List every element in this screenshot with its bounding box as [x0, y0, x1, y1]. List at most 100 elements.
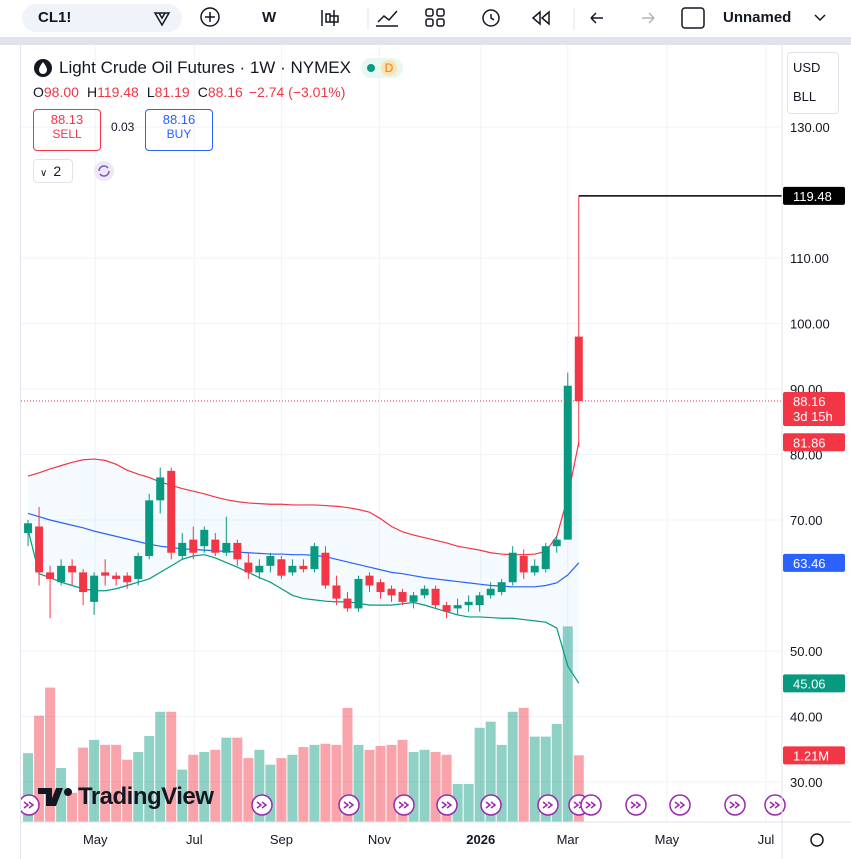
event-icon[interactable] — [480, 794, 502, 816]
candle-body — [563, 385, 572, 540]
chart: 130.00110.00100.0090.0080.0070.0050.0040… — [21, 45, 851, 859]
indicators-count: 2 — [53, 163, 62, 179]
undo-icon[interactable] — [590, 12, 603, 24]
candles-icon[interactable] — [321, 10, 339, 26]
event-icon[interactable] — [625, 794, 647, 816]
flag-icon[interactable] — [153, 12, 171, 27]
candle-body — [156, 477, 165, 501]
candle-body — [464, 601, 473, 606]
volume-bar — [111, 744, 122, 822]
status: D — [360, 58, 403, 78]
ohlc-value: 119.48 — [97, 84, 139, 100]
layout-icon[interactable] — [681, 7, 705, 29]
event-icon[interactable] — [251, 794, 273, 816]
volume-bar — [551, 723, 562, 822]
alert-icon[interactable] — [482, 9, 500, 27]
price-label-bg — [783, 553, 845, 572]
volume-bar — [133, 752, 144, 822]
volume-bar — [188, 754, 199, 822]
candle-body — [24, 523, 33, 534]
price-label: 81.86 — [793, 435, 826, 450]
volume-bar — [89, 739, 100, 822]
candle-body — [486, 588, 495, 596]
volume-bar — [397, 739, 408, 822]
price-label: 63.46 — [793, 556, 826, 571]
y-tick-label: 70.00 — [790, 513, 823, 528]
candle-body — [365, 575, 374, 586]
volume-bar — [221, 737, 232, 822]
event-arrow — [585, 801, 597, 809]
redo-icon[interactable] — [642, 12, 655, 24]
candle-body — [409, 595, 418, 602]
buy-button[interactable]: 88.16 BUY — [145, 109, 213, 151]
candle-body — [57, 565, 66, 583]
left-sidebar — [0, 45, 21, 859]
candle-body — [134, 556, 143, 579]
volume-bar — [452, 783, 463, 822]
volume-bar — [320, 743, 331, 822]
layout-name[interactable]: Unnamed — [723, 9, 792, 26]
candle-body — [343, 598, 352, 609]
volume-bar — [243, 758, 254, 822]
symbol-search[interactable] — [22, 4, 182, 32]
y-tick-label: 110.00 — [790, 251, 829, 266]
volume-bar — [375, 745, 386, 822]
volume-bar — [78, 747, 89, 822]
x-tick-label: Mar — [557, 832, 580, 847]
event-arrow — [674, 801, 686, 809]
volume-bar — [122, 759, 133, 822]
volume-bar — [144, 736, 155, 822]
volume-bar — [67, 792, 78, 822]
event-arrow — [398, 801, 410, 809]
sell-button[interactable]: 88.13 SELL — [33, 109, 101, 151]
candle-body — [299, 565, 308, 570]
price-label: 88.16 — [793, 394, 826, 409]
volume-bar — [430, 752, 441, 822]
candle-body — [79, 572, 88, 593]
replay-icon[interactable] — [531, 10, 550, 26]
candle-body — [420, 588, 429, 596]
refresh-icon[interactable] — [93, 160, 115, 182]
event-icon[interactable] — [436, 794, 458, 816]
symbol[interactable]: CL1! — [38, 9, 72, 26]
candle-body — [431, 588, 440, 606]
countdown: 3d 15h — [793, 409, 833, 424]
event-arrow — [441, 801, 453, 809]
candle-body — [376, 582, 385, 593]
volume-bar — [540, 736, 551, 822]
event-icon[interactable] — [669, 794, 691, 816]
event-icon[interactable] — [764, 794, 786, 816]
volume-bar — [386, 744, 397, 822]
event-arrow — [343, 801, 355, 809]
interval[interactable]: W — [262, 9, 277, 26]
event-icon[interactable] — [21, 794, 40, 816]
currency-box[interactable]: USD BLL — [787, 52, 839, 114]
candle-body — [398, 592, 407, 602]
event-icon[interactable] — [580, 794, 602, 816]
logo: TradingView — [36, 783, 214, 811]
event-icon[interactable] — [338, 794, 360, 816]
event-icon[interactable] — [724, 794, 746, 816]
volume-bar — [177, 769, 188, 822]
y-tick-label: 40.00 — [790, 709, 823, 724]
settings-icon[interactable] — [810, 833, 824, 847]
y-tick-label: 50.00 — [790, 644, 823, 659]
buy-label: BUY — [166, 127, 192, 141]
event-icon[interactable] — [393, 794, 415, 816]
candle-body — [35, 526, 44, 573]
volume-bar — [298, 747, 309, 822]
volume-bar — [353, 744, 364, 822]
x-tick-label: May — [83, 832, 108, 847]
delay-badge[interactable]: D — [380, 60, 397, 76]
symbol-logo — [34, 59, 52, 77]
event-arrow — [769, 801, 781, 809]
add-icon[interactable] — [200, 7, 220, 27]
price-label-bg — [783, 186, 845, 205]
indicators-icon[interactable] — [376, 10, 398, 27]
indicators-toggle[interactable]: ∨ 2 — [33, 159, 73, 183]
band-upper — [27, 442, 580, 556]
ohlc-row: O98.00 H119.48 L81.19 C88.16 −2.74 (−3.01%) — [33, 84, 345, 100]
candle-body — [497, 582, 506, 593]
event-icon[interactable] — [537, 794, 559, 816]
band-basis — [27, 512, 580, 588]
